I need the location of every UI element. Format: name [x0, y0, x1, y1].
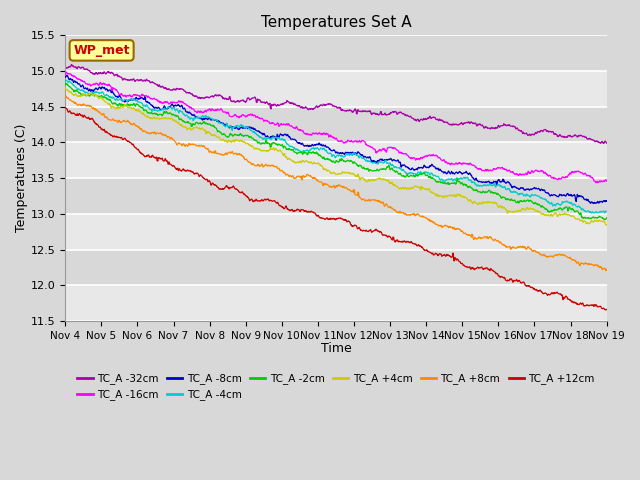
Bar — [65, 71, 607, 107]
Bar — [65, 250, 607, 285]
Bar — [65, 178, 607, 214]
Bar — [65, 214, 607, 250]
Text: WP_met: WP_met — [74, 44, 130, 57]
Bar — [65, 285, 607, 321]
Y-axis label: Temperatures (C): Temperatures (C) — [15, 124, 28, 232]
Legend: TC_A -32cm, TC_A -16cm, TC_A -8cm, TC_A -4cm, TC_A -2cm, TC_A +4cm, TC_A +8cm, T: TC_A -32cm, TC_A -16cm, TC_A -8cm, TC_A … — [73, 369, 599, 405]
Title: Temperatures Set A: Temperatures Set A — [260, 15, 412, 30]
Bar — [65, 36, 607, 71]
Bar — [65, 143, 607, 178]
X-axis label: Time: Time — [321, 342, 351, 355]
Bar — [65, 107, 607, 143]
